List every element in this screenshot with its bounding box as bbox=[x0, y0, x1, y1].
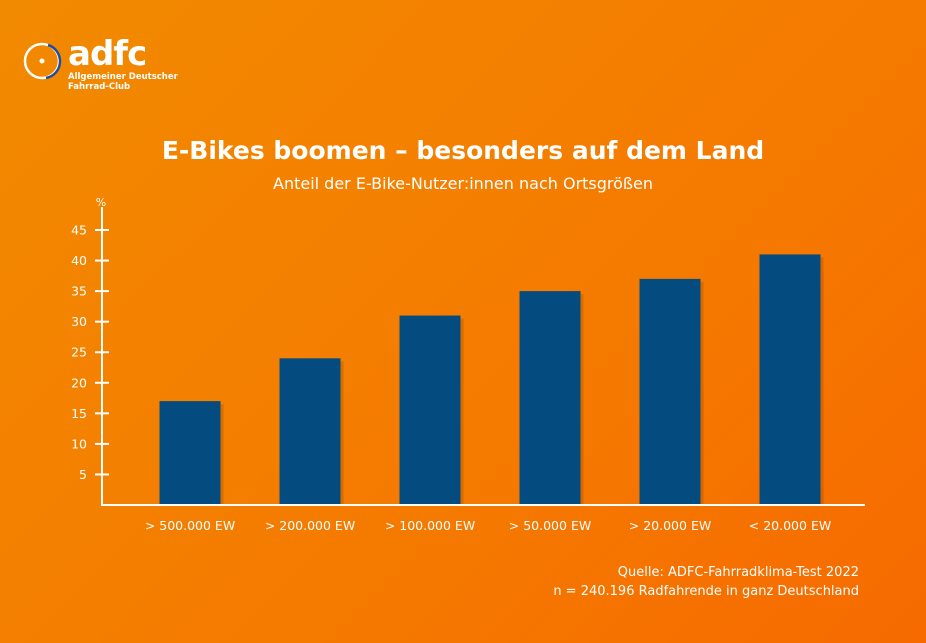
source-line1: Quelle: ADFC-Fahrradklima-Test 2022 bbox=[617, 565, 859, 580]
x-tick-label: > 100.000 EW bbox=[385, 518, 475, 533]
y-tick-label: 30 bbox=[71, 314, 87, 329]
logo-line1: Allgemeiner Deutscher bbox=[68, 72, 178, 82]
chart-subtitle: Anteil der E-Bike-Nutzer:innen nach Orts… bbox=[273, 174, 653, 193]
logo-word: adfc bbox=[68, 34, 147, 74]
y-axis-label: % bbox=[96, 196, 106, 209]
x-tick-label: > 20.000 EW bbox=[629, 518, 711, 533]
y-tick-label: 40 bbox=[71, 253, 87, 268]
logo-line2: Fahrrad-Club bbox=[68, 82, 131, 92]
wheel-logo-icon bbox=[23, 42, 62, 80]
y-tick-label: 10 bbox=[71, 436, 87, 451]
bar bbox=[519, 291, 581, 505]
bar bbox=[759, 254, 821, 505]
y-tick-label: 15 bbox=[71, 406, 87, 421]
bar bbox=[399, 315, 461, 505]
x-tick-label: > 50.000 EW bbox=[509, 518, 591, 533]
bar bbox=[639, 278, 701, 505]
x-tick-label: > 200.000 EW bbox=[265, 518, 355, 533]
bar bbox=[279, 358, 341, 505]
logo-subtitle: Allgemeiner Deutscher Fahrrad-Club bbox=[68, 72, 178, 92]
y-tick-label: 45 bbox=[71, 223, 87, 238]
y-tick-label: 5 bbox=[79, 467, 87, 482]
bar bbox=[159, 401, 221, 505]
y-tick-label: 25 bbox=[71, 345, 87, 360]
chart-title: E-Bikes boomen – besonders auf dem Land bbox=[161, 136, 765, 165]
source-line2: n = 240.196 Radfahrende in ganz Deutschl… bbox=[553, 584, 859, 599]
y-tick-label: 20 bbox=[71, 375, 87, 390]
x-tick-label: < 20.000 EW bbox=[749, 518, 831, 533]
x-tick-label: > 500.000 EW bbox=[145, 518, 235, 533]
source-note: Quelle: ADFC-Fahrradklima-Test 2022 n = … bbox=[553, 563, 859, 601]
y-tick-label: 35 bbox=[71, 284, 87, 299]
